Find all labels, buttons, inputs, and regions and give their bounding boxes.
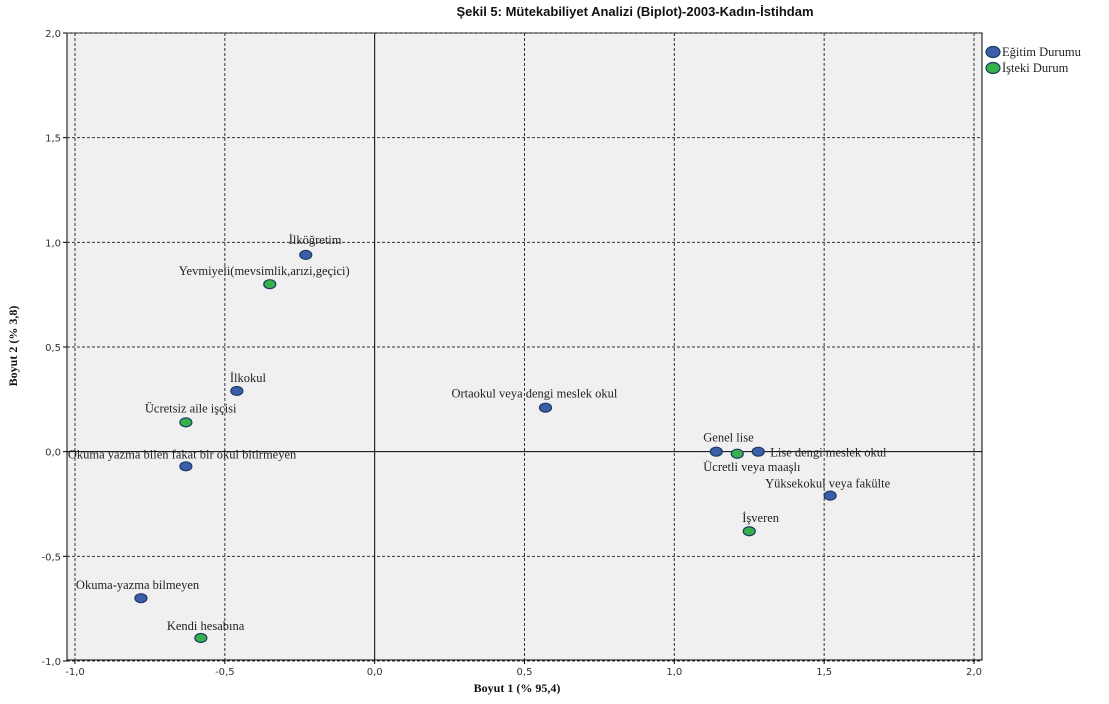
- data-points: [134, 249, 837, 644]
- grid-lines: [67, 32, 982, 662]
- data-point: [730, 448, 744, 459]
- y-tick-label: -0,5: [41, 552, 61, 563]
- x-tick-label: -0,5: [215, 667, 235, 678]
- y-tick-label: 1,0: [45, 238, 61, 249]
- data-point: [230, 385, 244, 397]
- y-tick-label: 1,5: [45, 134, 61, 145]
- y-tick-label: -1,0: [41, 657, 61, 668]
- point-label: İlköğretim: [289, 233, 342, 247]
- y-axis-label: Boyut 2 (% 3,8): [6, 306, 20, 387]
- data-point: [263, 279, 277, 290]
- x-tick-label: 0,5: [517, 667, 533, 678]
- x-tick-label: -1,0: [65, 667, 85, 678]
- data-point: [299, 249, 313, 260]
- point-label: İşveren: [742, 511, 780, 525]
- data-point: [179, 461, 193, 472]
- data-point: [709, 446, 723, 457]
- tick-labels: -1,0 -0,5 0,0 0,5 1,0 1,5 2,0 -1,0 -0,5 0,0 0,5 1,0…: [41, 29, 981, 678]
- point-label: Ücretli veya maaşlı: [703, 460, 801, 474]
- legend-marker: [985, 61, 1001, 75]
- y-tick-label: 0,0: [45, 448, 61, 459]
- legend-entry: İşteki Durum: [1002, 61, 1069, 75]
- legend: Eğitim Durumu İşteki Durum: [985, 45, 1082, 75]
- data-point: [823, 490, 837, 501]
- zero-axes: [67, 33, 982, 660]
- point-label: Yüksekokul veya fakülte: [765, 477, 890, 491]
- point-label: Okuma yazma bilen fakat bir okul bitirme…: [68, 447, 297, 461]
- point-label: Ücretsiz aile işçisi: [145, 401, 237, 415]
- y-tick-label: 0,5: [45, 343, 61, 354]
- point-label: İlkokul: [230, 371, 267, 385]
- data-point: [194, 632, 208, 644]
- point-label: Kendi hesabına: [167, 619, 245, 633]
- point-label: Yevmiyeli(mevsimlik,arızi,geçici): [179, 264, 350, 278]
- data-point: [134, 593, 148, 604]
- y-tick-label: 2,0: [45, 29, 61, 40]
- x-tick-label: 1,5: [816, 667, 832, 678]
- x-tick-label: 0,0: [367, 667, 383, 678]
- x-tick-label: 1,0: [666, 667, 682, 678]
- data-point: [742, 526, 756, 537]
- point-label: Genel lise: [703, 431, 754, 445]
- point-label: Ortaokul veya dengi meslek okul: [451, 387, 617, 401]
- point-labels: İlköğretim İlkokul Okuma yazma bilen fakat…: [68, 233, 891, 633]
- data-point: [751, 446, 765, 457]
- data-point: [179, 417, 193, 428]
- point-label: Okuma-yazma bilmeyen: [76, 578, 200, 592]
- chart-title: Şekil 5: Mütekabiliyet Analizi (Biplot)-…: [456, 4, 813, 19]
- legend-entry: Eğitim Durumu: [1002, 45, 1082, 59]
- legend-marker: [985, 45, 1001, 59]
- point-label: Lise dengi meslek okul: [770, 446, 887, 460]
- data-point: [538, 402, 553, 413]
- x-tick-label: 2,0: [966, 667, 982, 678]
- x-axis-label: Boyut 1 (% 95,4): [474, 681, 561, 695]
